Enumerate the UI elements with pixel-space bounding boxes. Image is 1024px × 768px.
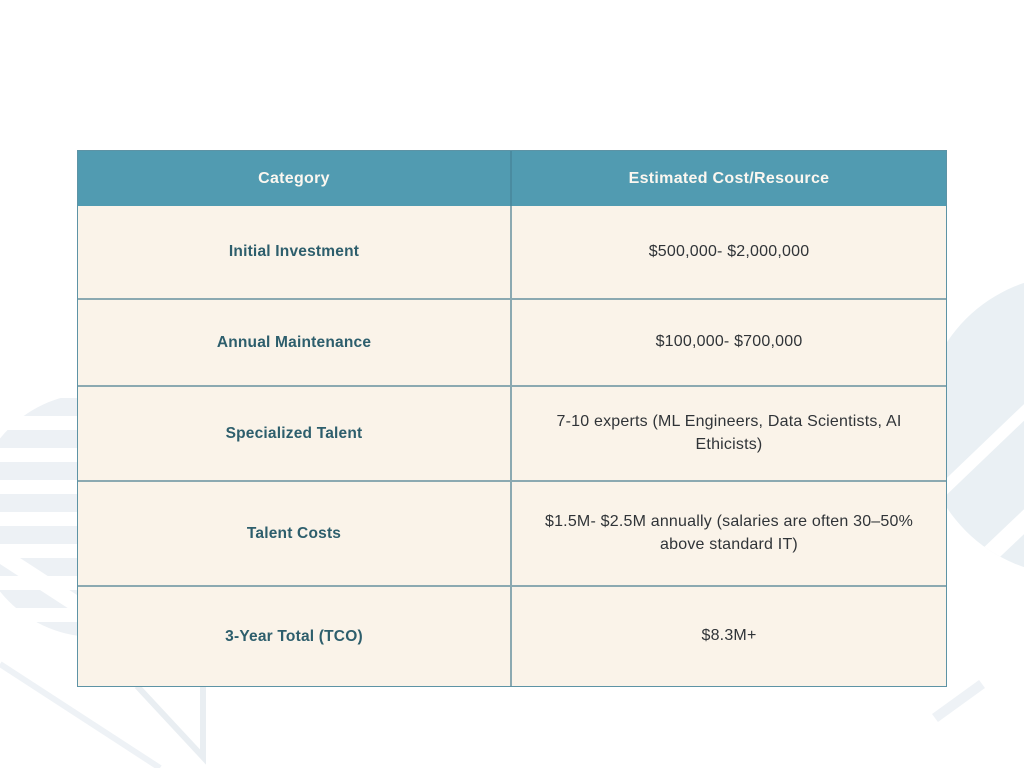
- table-row: 3-Year Total (TCO) $8.3M+: [78, 585, 946, 686]
- category-cell: Talent Costs: [78, 482, 512, 585]
- category-cell: Initial Investment: [78, 206, 512, 298]
- table-row: Annual Maintenance $100,000- $700,000: [78, 298, 946, 385]
- category-cell: Annual Maintenance: [78, 300, 512, 385]
- value-cell: 7-10 experts (ML Engineers, Data Scienti…: [556, 413, 902, 453]
- header-cost-resource: Estimated Cost/Resource: [628, 169, 830, 187]
- table-row: Initial Investment $500,000- $2,000,000: [78, 206, 946, 298]
- value-cell: $100,000- $700,000: [655, 333, 803, 351]
- category-cell: 3-Year Total (TCO): [78, 587, 512, 686]
- header-category: Category: [78, 151, 512, 206]
- table-header-row: Category Estimated Cost/Resource: [78, 151, 946, 206]
- small-diagonal-decoration: [932, 679, 985, 723]
- table-row: Talent Costs $1.5M- $2.5M annually (sala…: [78, 480, 946, 585]
- value-cell: $1.5M- $2.5M annually (salaries are ofte…: [544, 513, 914, 553]
- category-cell: Specialized Talent: [78, 387, 512, 480]
- value-cell: $8.3M+: [701, 627, 757, 645]
- cost-table: Category Estimated Cost/Resource Initial…: [77, 150, 947, 687]
- diagonal-line-decoration: [0, 661, 206, 768]
- value-cell: $500,000- $2,000,000: [648, 242, 810, 260]
- table-row: Specialized Talent 7-10 experts (ML Engi…: [78, 385, 946, 480]
